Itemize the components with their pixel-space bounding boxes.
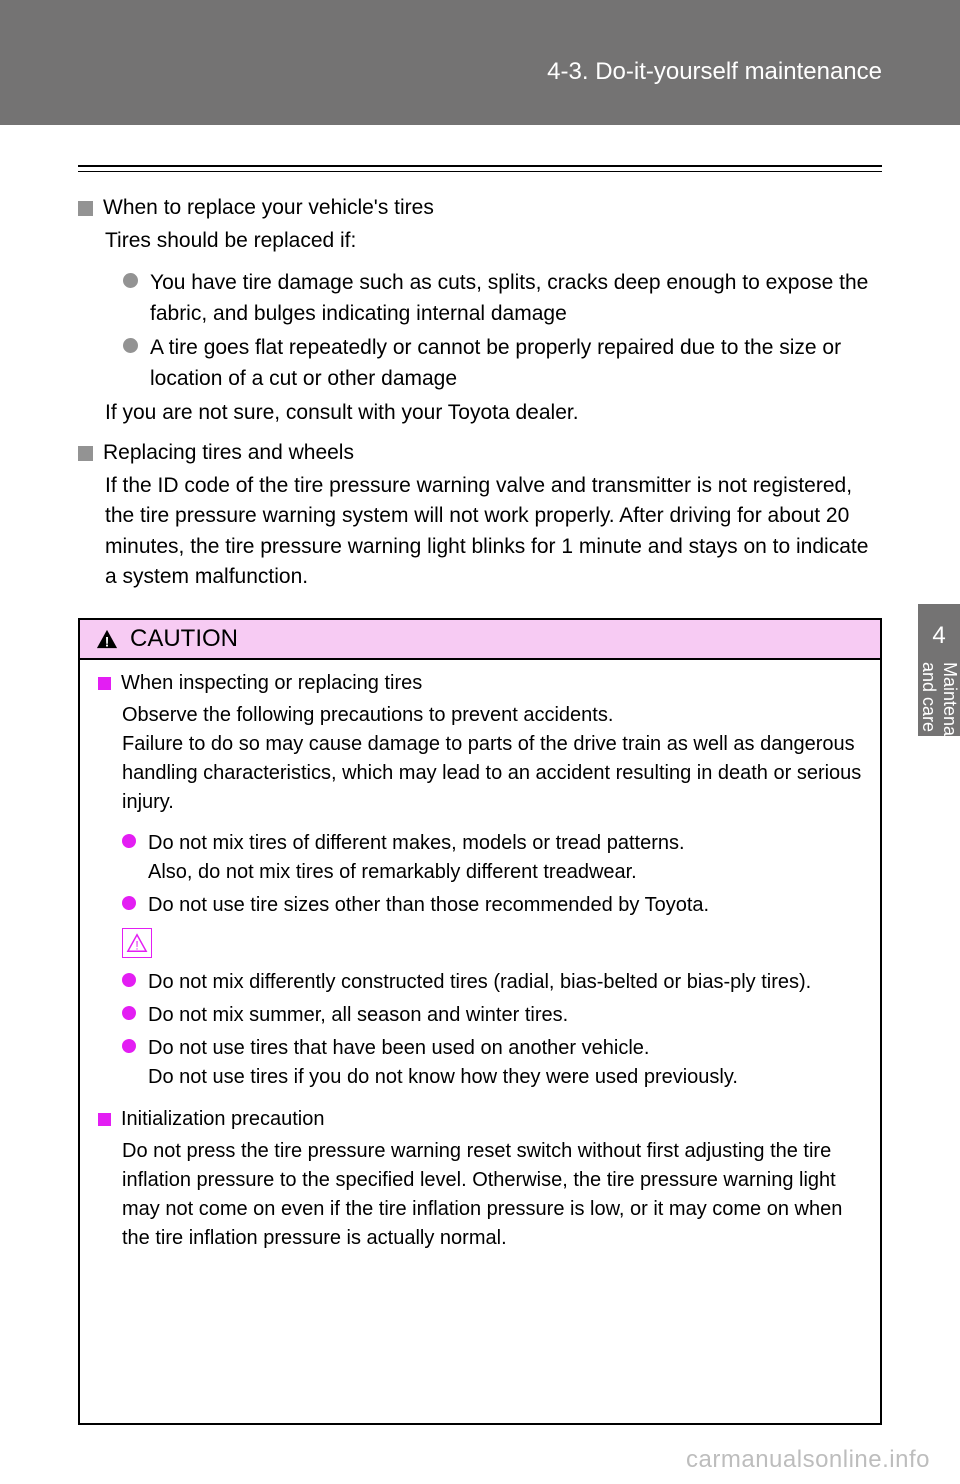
watermark: carmanualsonline.info xyxy=(686,1446,930,1474)
list-item: You have tire damage such as cuts, split… xyxy=(123,268,882,329)
section-1-outro: If you are not sure, consult with your T… xyxy=(105,398,882,428)
section-2-heading: Replacing tires and wheels xyxy=(78,441,882,465)
section-1-intro: Tires should be replaced if: xyxy=(105,226,882,256)
divider-rule xyxy=(78,165,882,172)
svg-text:!: ! xyxy=(105,635,110,650)
section-1-title: When to replace your vehicle's tires xyxy=(103,196,434,220)
pink-circle-icon xyxy=(122,1006,136,1020)
pink-square-icon xyxy=(98,1113,111,1126)
caution-title: CAUTION xyxy=(130,625,238,653)
pink-circle-icon xyxy=(122,973,136,987)
list-item: Do not mix tires of different makes, mod… xyxy=(122,829,862,887)
header-bar: 4-3. Do-it-yourself maintenance xyxy=(0,0,960,125)
section-2-title: Replacing tires and wheels xyxy=(103,441,354,465)
list-item-text: Do not mix summer, all season and winter… xyxy=(148,1001,568,1030)
square-bullet-icon xyxy=(78,446,93,461)
caution-header: ! CAUTION xyxy=(80,620,880,660)
caution-box: ! CAUTION When inspecting or replacing t… xyxy=(78,618,882,1425)
warning-triangle-icon: ! xyxy=(96,628,118,650)
caution-s2-body: Do not press the tire pressure warning r… xyxy=(122,1137,862,1253)
section-1-heading: When to replace your vehicle's tires xyxy=(78,196,882,220)
list-item-text: Do not mix tires of different makes, mod… xyxy=(148,829,685,887)
list-item-text: You have tire damage such as cuts, split… xyxy=(150,268,882,329)
caution-s2-heading: Initialization precaution xyxy=(98,1108,862,1131)
section-1-list: You have tire damage such as cuts, split… xyxy=(123,268,882,394)
page-container: 467 4-3. Do-it-yourself maintenance When… xyxy=(0,0,960,1484)
list-item: Do not use tires that have been used on … xyxy=(122,1034,862,1092)
side-tab-number: 4 xyxy=(932,622,945,650)
caution-body: When inspecting or replacing tires Obser… xyxy=(80,660,880,1423)
caution-s1-title: When inspecting or replacing tires xyxy=(121,672,422,695)
warning-triangle-outline-icon: ! xyxy=(122,928,152,958)
pink-square-icon xyxy=(98,677,111,690)
list-item-text: Do not use tires that have been used on … xyxy=(148,1034,738,1092)
section-header: 4-3. Do-it-yourself maintenance xyxy=(547,58,882,86)
square-bullet-icon xyxy=(78,201,93,216)
list-item-text: Do not mix differently constructed tires… xyxy=(148,968,811,997)
side-tab-label: Maintenance and care xyxy=(918,662,960,765)
list-item: Do not mix differently constructed tires… xyxy=(122,968,862,997)
caution-s1-heading: When inspecting or replacing tires xyxy=(98,672,862,695)
pink-circle-icon xyxy=(122,1039,136,1053)
list-item: Do not use tire sizes other than those r… xyxy=(122,891,862,920)
list-item: A tire goes flat repeatedly or cannot be… xyxy=(123,333,882,394)
side-tab: 4 Maintenance and care xyxy=(918,604,960,736)
caution-s2-title: Initialization precaution xyxy=(121,1108,324,1131)
circle-bullet-icon xyxy=(123,273,138,288)
section-2-body: If the ID code of the tire pressure warn… xyxy=(105,471,882,593)
list-item: Do not mix summer, all season and winter… xyxy=(122,1001,862,1030)
pink-circle-icon xyxy=(122,896,136,910)
circle-bullet-icon xyxy=(123,338,138,353)
list-item-text: Do not use tire sizes other than those r… xyxy=(148,891,709,920)
list-item-text: A tire goes flat repeatedly or cannot be… xyxy=(150,333,882,394)
pink-circle-icon xyxy=(122,834,136,848)
main-content: When to replace your vehicle's tires Tir… xyxy=(0,125,960,1425)
svg-text:!: ! xyxy=(135,939,138,953)
caution-s1-intro: Observe the following precautions to pre… xyxy=(122,701,862,817)
